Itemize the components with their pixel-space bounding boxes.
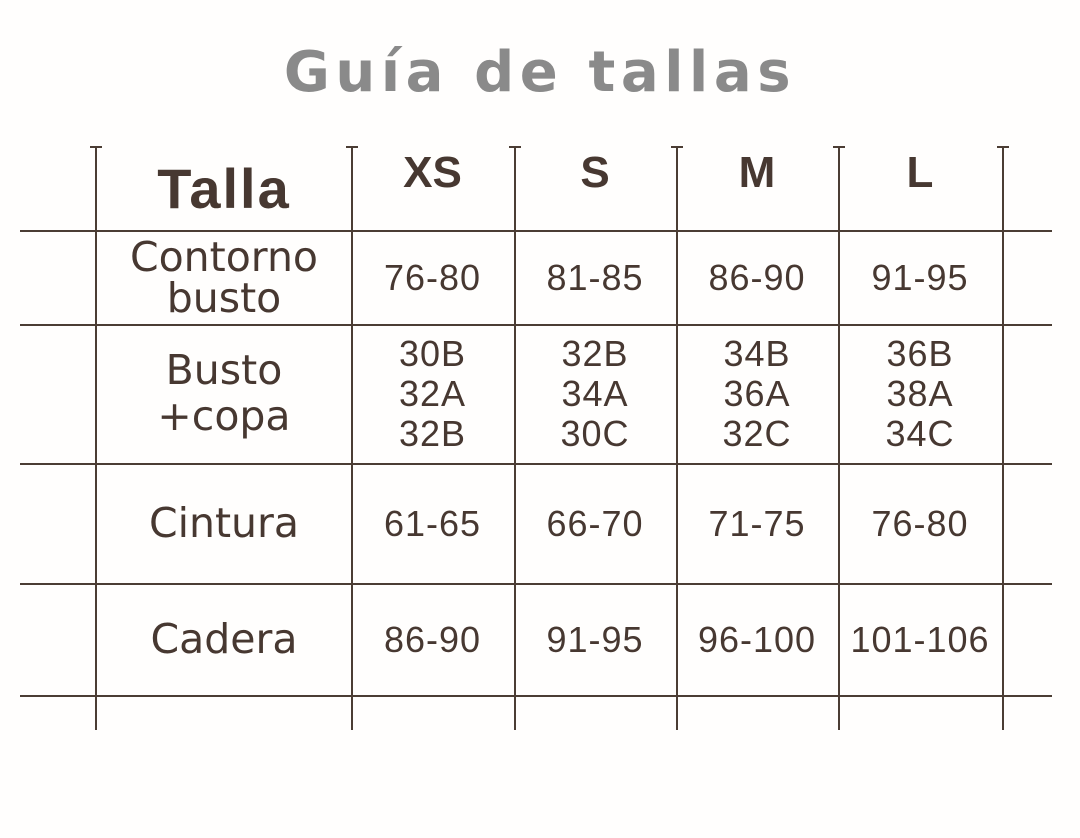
cell-contorno-busto-l: 91-95 bbox=[871, 256, 969, 298]
cell-cintura-s: 66-70 bbox=[546, 502, 644, 544]
cell-cadera-m: 96-100 bbox=[697, 618, 817, 660]
size-header-xs: XS bbox=[403, 148, 462, 197]
cell-cintura-m: 71-75 bbox=[708, 502, 806, 544]
cell-contorno-busto-m: 86-90 bbox=[708, 256, 806, 298]
label-line: Busto bbox=[165, 346, 283, 395]
cup-size-line: 34A bbox=[561, 372, 629, 414]
cup-size-line: 32B bbox=[561, 332, 629, 374]
cell-cadera-s: 91-95 bbox=[546, 618, 644, 660]
cup-size-line: 30B bbox=[398, 332, 467, 374]
row-label-contorno-busto: Contorno busto bbox=[97, 231, 351, 324]
grid-hline bbox=[20, 324, 1052, 326]
size-table: Talla XS S M L Contorno busto 76-80 81-8… bbox=[97, 146, 1002, 696]
talla-header: Talla bbox=[157, 157, 291, 220]
cup-size-line: 36B bbox=[886, 332, 954, 374]
cup-size-line: 30C bbox=[560, 413, 630, 455]
size-header-s: S bbox=[580, 148, 610, 197]
label-line: Contorno bbox=[129, 232, 319, 281]
grid-vline bbox=[346, 146, 358, 730]
cell-cadera-xs: 86-90 bbox=[383, 618, 482, 660]
grid-vline bbox=[509, 146, 521, 730]
size-header-m: M bbox=[738, 148, 776, 197]
cup-size-line: 34B bbox=[723, 332, 791, 374]
cup-size-line: 32B bbox=[398, 413, 467, 455]
cell-contorno-busto-s: 81-85 bbox=[546, 256, 644, 298]
cell-busto-copa-xs: 30B 32A 32B bbox=[351, 324, 514, 464]
grid-hline bbox=[20, 695, 1052, 697]
label-line: busto bbox=[166, 273, 282, 322]
cup-size-line: 32C bbox=[722, 413, 792, 455]
row-label-cadera: Cadera bbox=[97, 583, 351, 696]
label-line: Cadera bbox=[150, 615, 298, 663]
cell-cintura-l: 76-80 bbox=[871, 502, 969, 544]
grid-vline bbox=[671, 146, 683, 730]
cell-cadera-l: 101-106 bbox=[850, 618, 990, 660]
cup-size-line: 32A bbox=[398, 372, 467, 414]
label-line: +copa bbox=[157, 392, 291, 440]
cup-size-line: 36A bbox=[723, 372, 791, 414]
grid-vline bbox=[833, 146, 845, 730]
grid-vline bbox=[90, 146, 102, 730]
cell-busto-copa-s: 32B 34A 30C bbox=[514, 324, 676, 464]
grid-vline bbox=[997, 146, 1009, 730]
cell-busto-copa-l: 36B 38A 34C bbox=[838, 324, 1002, 464]
cup-size-line: 34C bbox=[885, 413, 955, 455]
page-title: Guía de tallas bbox=[283, 40, 797, 105]
size-header-l: L bbox=[906, 148, 934, 197]
cell-cintura-xs: 61-65 bbox=[383, 502, 482, 544]
grid-hline bbox=[20, 583, 1052, 585]
cell-busto-copa-m: 34B 36A 32C bbox=[676, 324, 838, 464]
row-label-cintura: Cintura bbox=[97, 464, 351, 583]
grid-hline bbox=[20, 463, 1052, 465]
cup-size-line: 38A bbox=[886, 372, 954, 414]
label-line: Cintura bbox=[148, 499, 300, 547]
row-label-busto-copa: Busto +copa bbox=[97, 324, 351, 464]
cell-contorno-busto-xs: 76-80 bbox=[383, 256, 482, 298]
grid-hline bbox=[20, 230, 1052, 232]
